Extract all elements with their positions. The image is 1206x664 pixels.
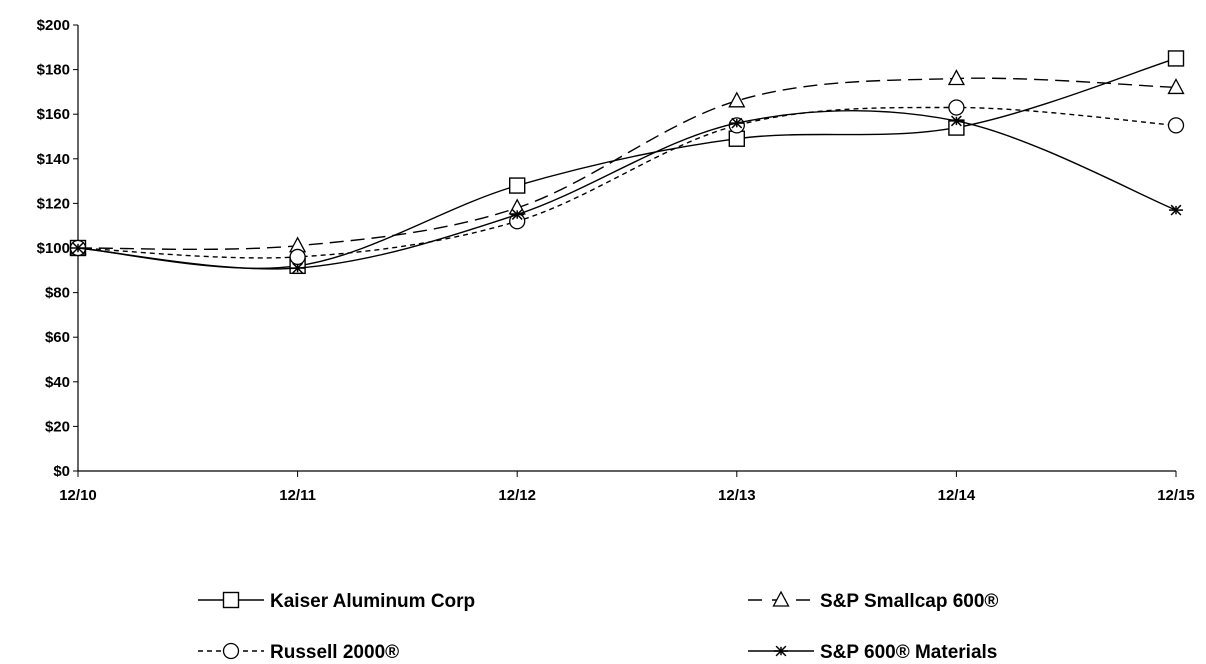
y-tick-label: $100: [37, 240, 70, 257]
data-point: [510, 209, 525, 220]
legend-item: Russell 2000®: [198, 642, 399, 663]
data-point: [1167, 78, 1185, 95]
y-tick-label: $80: [45, 285, 70, 302]
data-point: [1167, 117, 1185, 134]
data-point: [71, 242, 85, 254]
chart-axes: $0 $20 $40 $60 $80 $100 $120 $140 $160 $180 $200 12…: [37, 17, 1195, 504]
data-point: [729, 117, 744, 129]
series-line: [77, 106, 1177, 259]
data-point: [948, 99, 965, 116]
y-tick-label: $140: [37, 151, 70, 168]
legend-label: Kaiser Aluminum Corp: [270, 591, 475, 612]
legend-label: S&P 600® Materials: [820, 642, 997, 663]
series-line: [77, 109, 1177, 270]
y-tick-label: $0: [53, 463, 70, 480]
y-tick-label: $20: [45, 418, 70, 435]
legend-marker: [222, 642, 240, 660]
y-tick-label: $120: [37, 195, 70, 212]
series-line: [77, 77, 1177, 251]
y-tick-label: $180: [37, 62, 70, 79]
data-point: [1167, 50, 1185, 67]
data-point: [509, 177, 526, 194]
legend-item: S&P Smallcap 600®: [748, 590, 998, 612]
series-kaiser-aluminum-corp: [69, 50, 1185, 275]
legend-label: Russell 2000®: [270, 642, 399, 663]
legend-label: S&P Smallcap 600®: [820, 591, 998, 612]
data-point: [728, 91, 746, 108]
y-tick-label: $60: [45, 329, 70, 346]
chart-legend: Kaiser Aluminum Corp S&P Smallcap 600® Rus…: [198, 590, 998, 663]
legend-marker: [774, 645, 788, 657]
series-s-p-smallcap-600: [69, 69, 1185, 255]
data-point: [289, 248, 306, 266]
legend-item: S&P 600® Materials: [748, 642, 997, 663]
y-tick-label: $200: [37, 17, 70, 34]
data-point: [290, 262, 305, 274]
data-point: [1169, 204, 1183, 216]
x-tick-label: 12/14: [938, 487, 976, 504]
series-s-p-600-materials: [71, 109, 1183, 274]
legend-marker: [772, 590, 790, 607]
data-point: [949, 115, 964, 127]
x-tick-label: 12/10: [59, 487, 97, 504]
x-tick-label: 12/15: [1157, 487, 1195, 504]
y-tick-label: $40: [45, 374, 70, 391]
data-point: [947, 69, 965, 86]
chart-series: [69, 50, 1185, 275]
x-tick-label: 12/13: [718, 487, 756, 504]
series-russell-2000: [69, 99, 1185, 266]
legend-marker: [222, 591, 240, 609]
series-line: [77, 57, 1177, 269]
legend-item: Kaiser Aluminum Corp: [198, 591, 475, 612]
x-tick-label: 12/12: [498, 487, 536, 504]
y-tick-label: $160: [37, 106, 70, 123]
x-tick-label: 12/11: [279, 487, 316, 504]
